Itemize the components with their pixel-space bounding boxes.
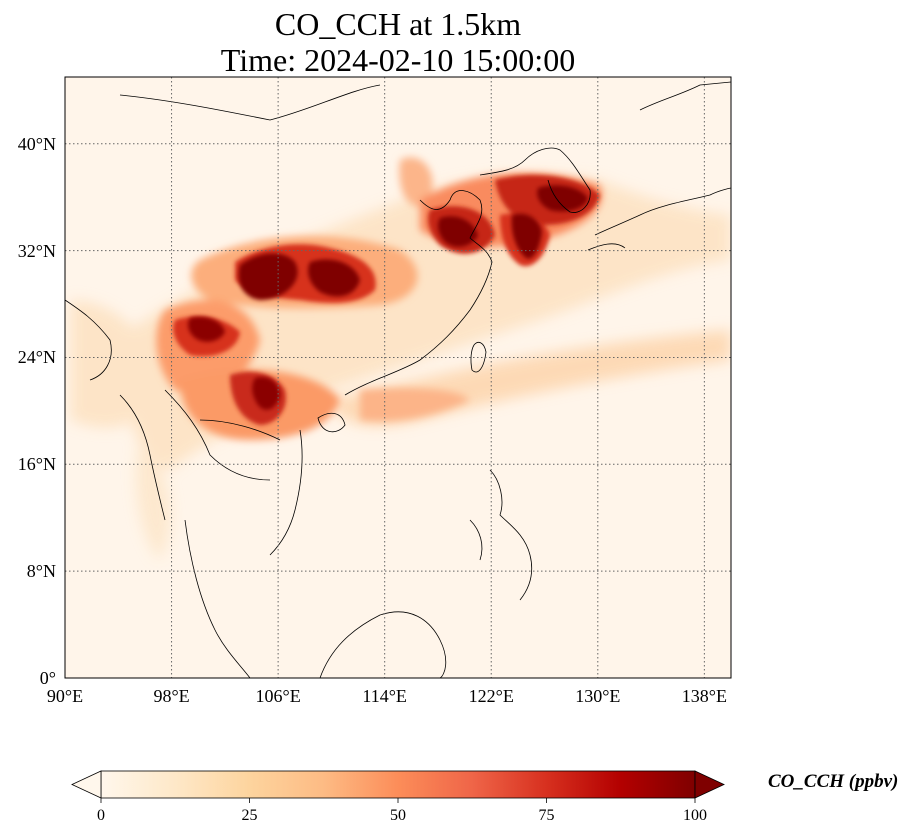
longitude-tick-label: 98°E	[153, 686, 190, 706]
colorbar-label: CO_CCH (ppbv)	[768, 771, 899, 792]
colorbar-tick-label: 0	[97, 807, 105, 824]
latitude-tick-label: 32°N	[17, 240, 56, 261]
longitude-tick-label: 114°E	[362, 686, 407, 706]
colorbar	[71, 770, 725, 803]
concentration-field	[70, 157, 731, 560]
latitude-tick-label: 0°	[39, 668, 56, 688]
colorbar-tick-label: 50	[390, 807, 406, 824]
latitude-tick-label: 40°N	[17, 133, 56, 154]
map-time-subtitle: Time: 2024-02-10 15:00:00	[220, 42, 576, 78]
longitude-tick-label: 130°E	[575, 686, 621, 706]
longitude-tick-label: 138°E	[681, 686, 727, 706]
colorbar-body	[100, 770, 696, 799]
colorbar-tick-label: 25	[241, 807, 258, 824]
colorbar-tick-label: 100	[683, 807, 707, 824]
map-title: CO_CCH at 1.5km	[274, 6, 522, 42]
plot-frame	[64, 76, 732, 679]
colorbar-extend-high	[694, 770, 725, 799]
colorbar-extend-low	[71, 770, 102, 799]
longitude-tick-label: 90°E	[46, 686, 84, 706]
latitude-tick-label: 16°N	[17, 454, 56, 475]
latitude-tick-label: 24°N	[17, 347, 56, 368]
latitude-tick-label: 8°N	[26, 561, 56, 582]
longitude-tick-label: 106°E	[255, 686, 301, 706]
colorbar-tick-label: 75	[538, 807, 555, 824]
longitude-tick-label: 122°E	[468, 686, 514, 706]
coastlines-borders	[65, 81, 731, 678]
